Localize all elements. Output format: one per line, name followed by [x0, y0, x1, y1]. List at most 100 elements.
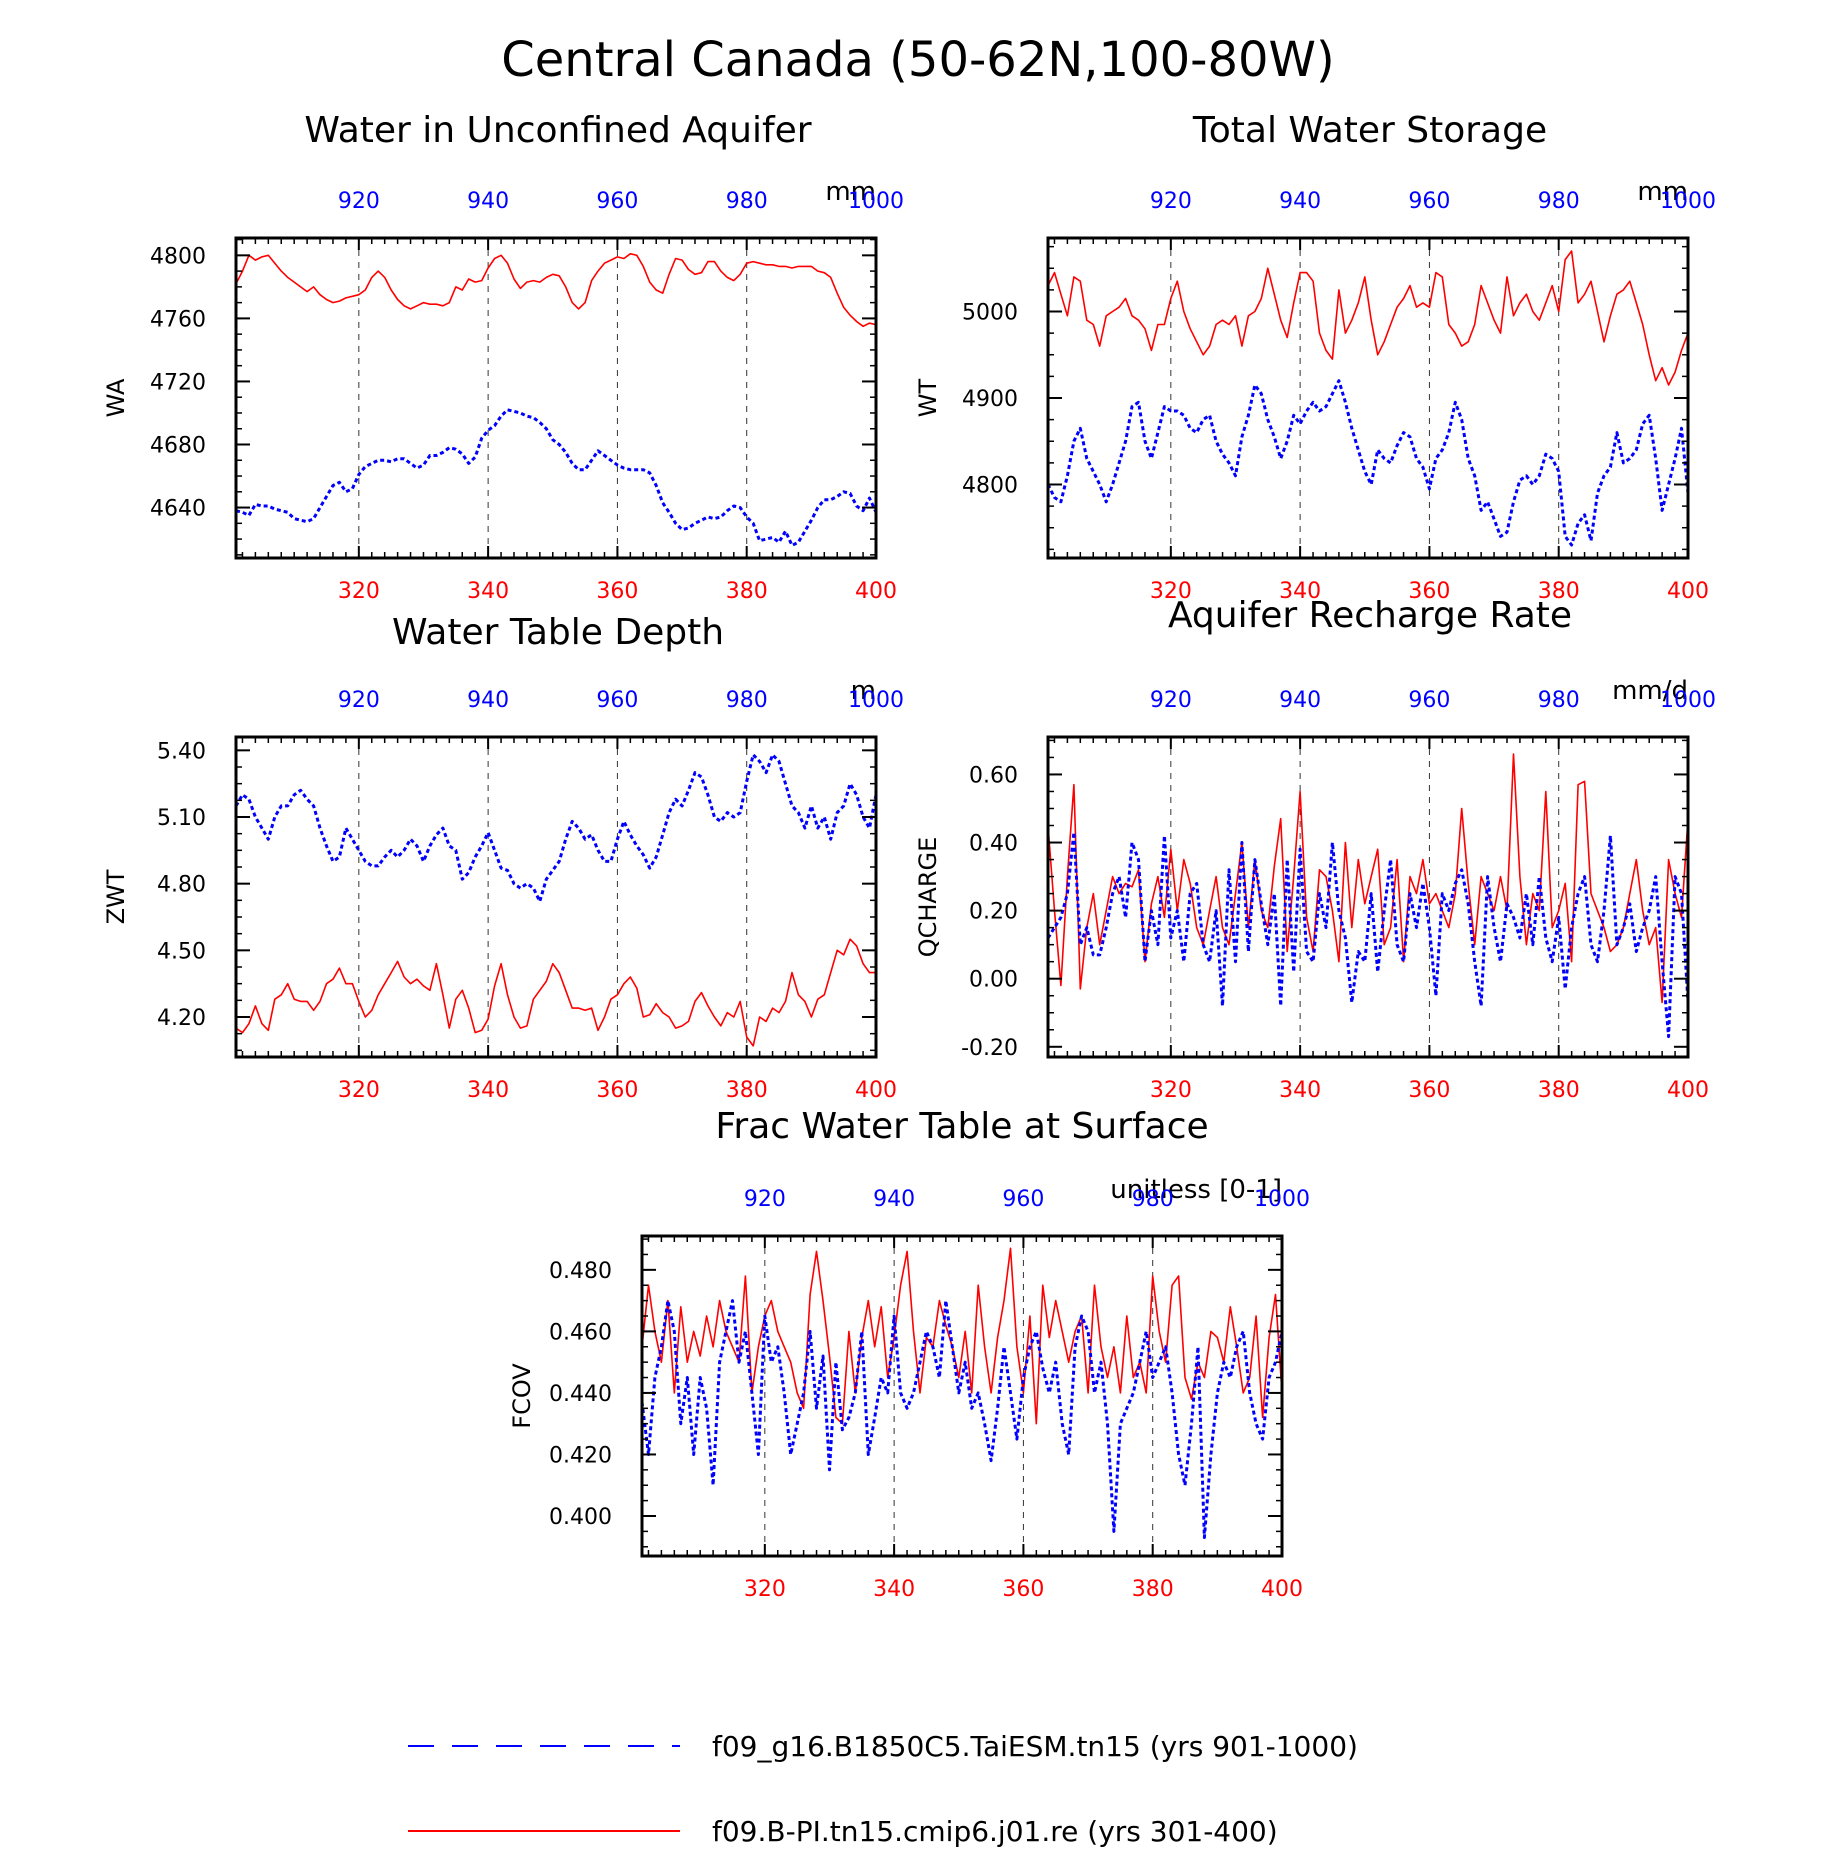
x-bottom-tick-label: 360 — [596, 1078, 638, 1103]
y-tick-label: 4800 — [150, 244, 206, 269]
series-line-blue — [235, 408, 878, 547]
x-top-tick-label: 960 — [596, 688, 638, 713]
x-bottom-tick-label: 400 — [855, 1078, 897, 1103]
y-tick-label: 4720 — [150, 370, 206, 395]
x-bottom-tick-label: 400 — [1667, 1078, 1709, 1103]
panel-title: Water Table Depth — [392, 612, 724, 653]
panel-4: Aquifer Recharge Rate mm/d QCHARGE 320 340 36… — [914, 595, 1716, 1103]
y-tick-label: 0.400 — [549, 1505, 612, 1530]
x-top-tick-label: 960 — [1408, 189, 1450, 214]
x-top-tick-label: 920 — [338, 688, 380, 713]
y-tick-label: 0.480 — [549, 1259, 612, 1284]
x-top-tick-label: 960 — [1002, 1187, 1044, 1212]
x-bottom-tick-label: 380 — [726, 579, 768, 604]
x-bottom-tick-label: 360 — [596, 579, 638, 604]
y-axis-label: WT — [914, 378, 942, 417]
x-bottom-tick-label: 380 — [1538, 579, 1580, 604]
x-top-tick-label: 980 — [726, 189, 768, 214]
x-bottom-tick-label: 320 — [338, 579, 380, 604]
y-tick-label: 0.60 — [969, 763, 1018, 788]
y-tick-label: 0.00 — [969, 968, 1018, 993]
x-bottom-tick-label: 320 — [1150, 579, 1192, 604]
series-line-red — [1047, 250, 1689, 386]
y-tick-label: 4640 — [150, 497, 206, 522]
panel-3: Water Table Depth m ZWT 320 340 360 380 400 920 9… — [102, 612, 904, 1103]
legend-label-red: f09.B-PI.tn15.cmip6.j01.re (yrs 301-400) — [712, 1815, 1278, 1848]
y-tick-label: 0.440 — [549, 1382, 612, 1407]
y-tick-label: -0.20 — [961, 1036, 1018, 1061]
x-bottom-tick-label: 380 — [1538, 1078, 1580, 1103]
x-bottom-tick-label: 400 — [855, 579, 897, 604]
plot-frame — [640, 1234, 1284, 1558]
x-top-tick-label: 940 — [467, 688, 509, 713]
panel-1: Water in Unconfined Aquifer mm WA 320 340 360… — [102, 110, 904, 604]
x-top-tick-label: 940 — [1279, 189, 1321, 214]
y-tick-label: 4.50 — [157, 939, 206, 964]
x-top-tick-label: 1000 — [848, 688, 904, 713]
panel-title: Water in Unconfined Aquifer — [304, 110, 811, 151]
units-label: mm/d — [1612, 676, 1688, 706]
x-bottom-tick-label: 360 — [1002, 1577, 1044, 1602]
x-bottom-tick-label: 320 — [1150, 1078, 1192, 1103]
y-tick-label: 4.20 — [157, 1006, 206, 1031]
x-bottom-tick-label: 400 — [1667, 579, 1709, 604]
x-top-tick-label: 920 — [1150, 688, 1192, 713]
x-top-tick-label: 1000 — [848, 189, 904, 214]
panel-title: Total Water Storage — [1192, 110, 1547, 151]
y-tick-label: 0.420 — [549, 1443, 612, 1468]
y-tick-label: 0.40 — [969, 832, 1018, 857]
x-bottom-tick-label: 340 — [467, 579, 509, 604]
units-label: mm — [1637, 177, 1688, 207]
x-bottom-tick-label: 340 — [1279, 1078, 1321, 1103]
figure-title: Central Canada (50-62N,100-80W) — [501, 32, 1335, 88]
legend-label-blue: f09_g16.B1850C5.TaiESM.tn15 (yrs 901-100… — [712, 1730, 1358, 1763]
plot-frame — [234, 735, 878, 1059]
x-bottom-tick-label: 360 — [1408, 1078, 1450, 1103]
panel-5: Frac Water Table at Surface unitless [0-1… — [508, 1106, 1310, 1602]
y-tick-label: 4680 — [150, 434, 206, 459]
series-line-blue — [1046, 379, 1690, 547]
panel-title: Frac Water Table at Surface — [715, 1106, 1208, 1147]
x-top-tick-label: 940 — [873, 1187, 915, 1212]
units-label: m — [851, 676, 876, 706]
units-label: unitless [0-1] — [1110, 1175, 1282, 1205]
y-tick-label: 4.80 — [157, 873, 206, 898]
series-line-blue — [1046, 830, 1690, 1039]
x-top-tick-label: 940 — [467, 189, 509, 214]
y-axis-label: FCOV — [508, 1363, 536, 1429]
y-tick-label: 0.460 — [549, 1320, 612, 1345]
x-top-tick-label: 960 — [596, 189, 638, 214]
x-top-tick-label: 960 — [1408, 688, 1450, 713]
plot-frame — [1046, 735, 1690, 1059]
y-axis-label: ZWT — [102, 869, 130, 924]
x-top-tick-label: 980 — [1132, 1187, 1174, 1212]
series-line-red — [1047, 753, 1689, 1004]
y-tick-label: 5.10 — [157, 806, 206, 831]
x-top-tick-label: 940 — [1279, 688, 1321, 713]
x-bottom-tick-label: 380 — [726, 1078, 768, 1103]
x-top-tick-label: 920 — [338, 189, 380, 214]
y-tick-label: 0.20 — [969, 900, 1018, 925]
x-top-tick-label: 920 — [1150, 189, 1192, 214]
panels: Water in Unconfined Aquifer mm WA 320 340 360… — [102, 110, 1716, 1602]
units-label: mm — [825, 177, 876, 207]
x-top-tick-label: 980 — [726, 688, 768, 713]
y-tick-label: 5.40 — [157, 739, 206, 764]
y-tick-label: 4900 — [962, 387, 1018, 412]
x-bottom-tick-label: 320 — [338, 1078, 380, 1103]
y-tick-label: 4760 — [150, 307, 206, 332]
y-tick-label: 4800 — [962, 473, 1018, 498]
x-bottom-tick-label: 340 — [1279, 579, 1321, 604]
y-axis-label: WA — [102, 378, 130, 417]
y-tick-label: 5000 — [962, 301, 1018, 326]
panel-2: Total Water Storage mm WT 320 340 360 380 400 92… — [914, 110, 1716, 604]
series-line-red — [641, 1247, 1283, 1425]
series-line-red — [235, 938, 876, 1047]
series-line-red — [235, 253, 877, 328]
x-bottom-tick-label: 320 — [744, 1577, 786, 1602]
x-bottom-tick-label: 340 — [467, 1078, 509, 1103]
y-axis-label: QCHARGE — [914, 837, 942, 958]
x-top-tick-label: 1000 — [1660, 688, 1716, 713]
